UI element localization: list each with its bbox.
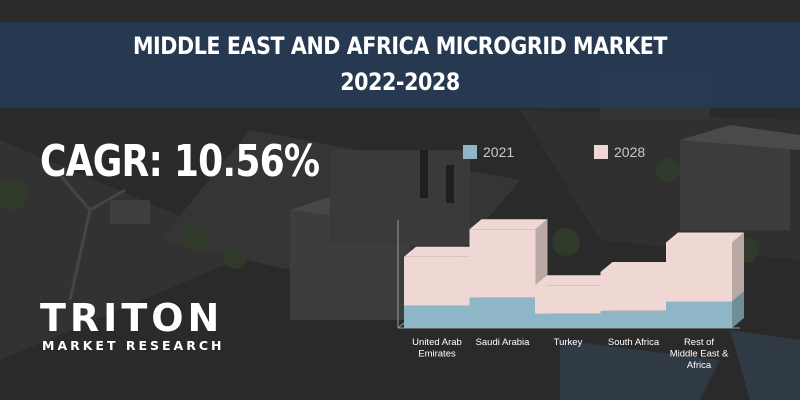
bar-front-2028-3 [600,272,667,311]
bar-side-2028-4 [732,232,744,302]
bar-top-2028-0 [404,246,482,257]
bar-top-2028-3 [600,262,679,272]
category-label-2: Turkey [554,337,583,348]
bar-top-2028-1 [469,219,548,230]
legend-label-2028: 2028 [614,144,646,160]
category-label-line: South Africa [608,337,660,348]
cagr-label: CAGR: 10.56% [40,136,320,187]
category-label-line: Rest of [684,337,714,348]
category-label-line: Emirates [418,349,456,360]
stacked-bar-chart: United Arab Emirates Saudi Arabia Turkey Sou… [397,219,744,371]
category-label-1: Saudi Arabia [476,337,531,348]
bar-front-2021-2 [535,313,601,328]
bar-top-2028-2 [535,275,613,286]
bar-front-2028-4 [666,242,732,302]
legend-swatch-2028 [594,145,608,159]
title-banner: MIDDLE EAST AND AFRICA MICROGRID MARKET … [0,22,800,108]
category-label-4: Rest of Middle East & Africa [670,337,729,371]
category-label-line: United Arab [412,337,462,348]
legend-label-2021: 2021 [483,144,515,160]
category-label-0: United Arab Emirates [412,337,462,360]
bar-front-2028-0 [404,256,470,306]
bar-front-2021-0 [404,305,470,328]
category-label-line: Turkey [554,337,583,348]
bar-front-2021-3 [600,310,667,328]
logo-tagline: MARKET RESEARCH [42,338,225,353]
category-label-line: Africa [687,360,712,371]
category-label-line: Middle East & [670,349,729,360]
legend-swatch-2021 [463,145,477,159]
bar-side-2021-4 [732,291,744,328]
bar-front-2028-2 [535,285,601,314]
page-subtitle-years: 2022-2028 [340,68,460,96]
page-title: MIDDLE EAST AND AFRICA MICROGRID MARKET [132,32,668,60]
logo-wordmark: TRITON [40,296,224,340]
category-label-line: Saudi Arabia [476,337,531,348]
bar-front-2021-4 [666,301,732,328]
bar-front-2028-1 [469,229,536,298]
bar-front-2021-1 [469,297,536,328]
category-label-3: South Africa [608,337,660,348]
bar-top-2028-4 [666,232,744,243]
triton-logo: TRITON MARKET RESEARCH [40,296,240,356]
